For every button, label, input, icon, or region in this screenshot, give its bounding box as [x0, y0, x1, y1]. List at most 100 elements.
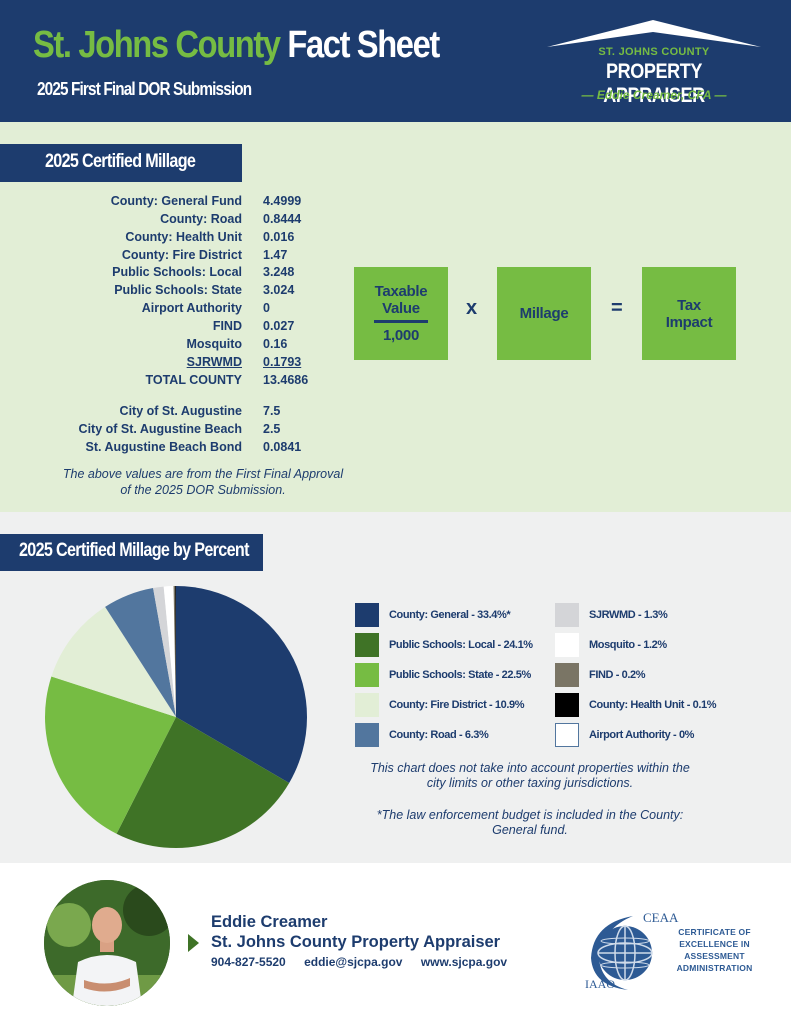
legend-swatch [355, 693, 379, 717]
millage-value: 0.1793 [263, 355, 302, 369]
legend-swatch [555, 663, 579, 687]
millage-value: 3.248 [263, 265, 295, 279]
millage-row: County: General Fund 4.4999 [0, 193, 791, 210]
millage-percent-banner: 2025 Certified Millage by Percent [0, 534, 263, 571]
legend-label: Mosquito - 1.2% [589, 639, 667, 651]
ceaa-certificate-text: CERTIFICATE OF EXCELLENCE IN ASSESSMENT … [676, 927, 753, 973]
millage-value: 7.5 [263, 404, 281, 418]
logo-county: ST. JOHNS COUNTY [598, 46, 710, 58]
legend-swatch [555, 693, 579, 717]
millage-pie-chart [45, 586, 307, 848]
contact-email[interactable]: eddie@sjcpa.gov [304, 955, 403, 969]
millage-total-value: 13.4686 [263, 373, 309, 387]
millage-total-label: TOTAL COUNTY [145, 373, 242, 387]
contact-name: Eddie Creamer [211, 913, 328, 931]
millage-row: SJRWMD 0.1793 [0, 354, 791, 371]
millage-value: 1.47 [263, 248, 288, 262]
roof-icon [547, 20, 761, 47]
millage-label: FIND [212, 319, 242, 333]
millage-row: County: Road 0.8444 [0, 211, 791, 228]
page-subtitle: 2025 First Final DOR Submission [37, 79, 252, 99]
legend-swatch [355, 723, 379, 747]
pie-slice [116, 717, 290, 848]
certified-millage-banner: 2025 Certified Millage [0, 144, 242, 182]
millage-label: City of St. Augustine [119, 404, 242, 418]
logo-name: — Eddie Creamer, CFA — [581, 88, 727, 102]
svg-text:IAAO: IAAO [585, 977, 615, 991]
legend-label: County: Health Unit - 0.1% [589, 699, 717, 711]
legend-item: County: Fire District - 10.9% [355, 693, 525, 717]
taxable-label-1: Taxable [374, 283, 428, 300]
millage-value: 0.016 [263, 230, 295, 244]
legend-item: SJRWMD - 1.3% [555, 603, 668, 627]
millage-value: 0.8444 [263, 212, 302, 226]
header: St. Johns County Fact Sheet 2025 First F… [0, 0, 791, 122]
page-title: St. Johns County Fact Sheet [33, 24, 440, 67]
taxable-value-box: Taxable Value 1,000 [354, 267, 448, 360]
legend-swatch [555, 633, 579, 657]
millage-label: Public Schools: Local [112, 265, 242, 279]
law-enforcement-note: *The law enforcement budget is included … [376, 808, 684, 837]
pie-slice [153, 586, 176, 717]
contact-phone[interactable]: 904-827-5520 [211, 955, 286, 969]
millage-label: Airport Authority [141, 301, 242, 315]
property-appraiser-logo: ST. JOHNS COUNTY PROPERTY APPRAISER — Ed… [545, 18, 763, 108]
legend-label: Airport Authority - 0% [589, 729, 695, 741]
millage-note: The above values are from the First Fina… [62, 467, 344, 497]
millage-value: 2.5 [263, 422, 281, 436]
millage-label: City of St. Augustine Beach [78, 422, 242, 436]
legend-swatch [555, 603, 579, 627]
legend-item: Public Schools: State - 22.5% [355, 663, 531, 687]
tax-impact-label-1: Tax [677, 296, 701, 314]
pie-slice [176, 586, 307, 783]
legend-label: County: Fire District - 10.9% [389, 699, 525, 711]
avatar [44, 880, 170, 1006]
contact-title: St. Johns County Property Appraiser [211, 933, 501, 951]
title-fact-sheet: Fact Sheet [287, 24, 440, 66]
legend-swatch [355, 633, 379, 657]
legend-label: County: General - 33.4%* [389, 609, 511, 621]
legend-label: Public Schools: State - 22.5% [389, 669, 531, 681]
multiply-sign: x [466, 297, 478, 319]
millage-value: 4.4999 [263, 194, 302, 208]
millage-value: 0.16 [263, 337, 288, 351]
millage-value: 0.0841 [263, 440, 302, 454]
legend-item: Public Schools: Local - 24.1% [355, 633, 533, 657]
pie-slice [45, 676, 177, 834]
millage-value: 3.024 [263, 283, 295, 297]
contact-website[interactable]: www.sjcpa.gov [420, 955, 508, 969]
contact-details: 904-827-5520 eddie@sjcpa.gov www.sjcpa.g… [211, 955, 521, 969]
millage-box: Millage [497, 267, 591, 360]
legend-item: Airport Authority - 0% [555, 723, 694, 747]
city-millage-row: City of St. Augustine 7.5 [0, 403, 791, 420]
legend-swatch [555, 723, 579, 747]
millage-label: Mosquito [186, 337, 242, 351]
svg-text:CEAA: CEAA [643, 910, 679, 925]
equals-sign: = [611, 297, 623, 319]
tax-impact-label-2: Impact [665, 313, 713, 331]
person-photo-icon [44, 880, 170, 1006]
arrow-right-icon [188, 934, 199, 952]
legend-item: County: Road - 6.3% [355, 723, 489, 747]
millage-row: County: Fire District 1.47 [0, 247, 791, 264]
chart-note: This chart does not take into account pr… [370, 761, 690, 790]
millage-row: Public Schools: Local 3.248 [0, 264, 791, 281]
tax-impact-box: Tax Impact [642, 267, 736, 360]
millage-label: County: Fire District [121, 248, 242, 262]
millage-label: SJRWMD [186, 355, 242, 369]
fraction-divider [374, 320, 428, 323]
legend-item: County: Health Unit - 0.1% [555, 693, 717, 717]
taxable-denominator: 1,000 [382, 327, 420, 344]
pie-slice [173, 586, 176, 717]
pie-slice [175, 586, 176, 717]
legend-item: County: General - 33.4%* [355, 603, 511, 627]
legend-label: Public Schools: Local - 24.1% [389, 639, 533, 651]
millage-row: Airport Authority 0 [0, 300, 791, 317]
ceaa-globe-logo: CEAA IAAO [585, 910, 679, 991]
millage-row: County: Health Unit 0.016 [0, 229, 791, 246]
legend-swatch [355, 603, 379, 627]
legend-item: FIND - 0.2% [555, 663, 646, 687]
millage-label: County: Road [160, 212, 242, 226]
logo-appraiser: PROPERTY APPRAISER [603, 60, 705, 107]
legend-swatch [355, 663, 379, 687]
